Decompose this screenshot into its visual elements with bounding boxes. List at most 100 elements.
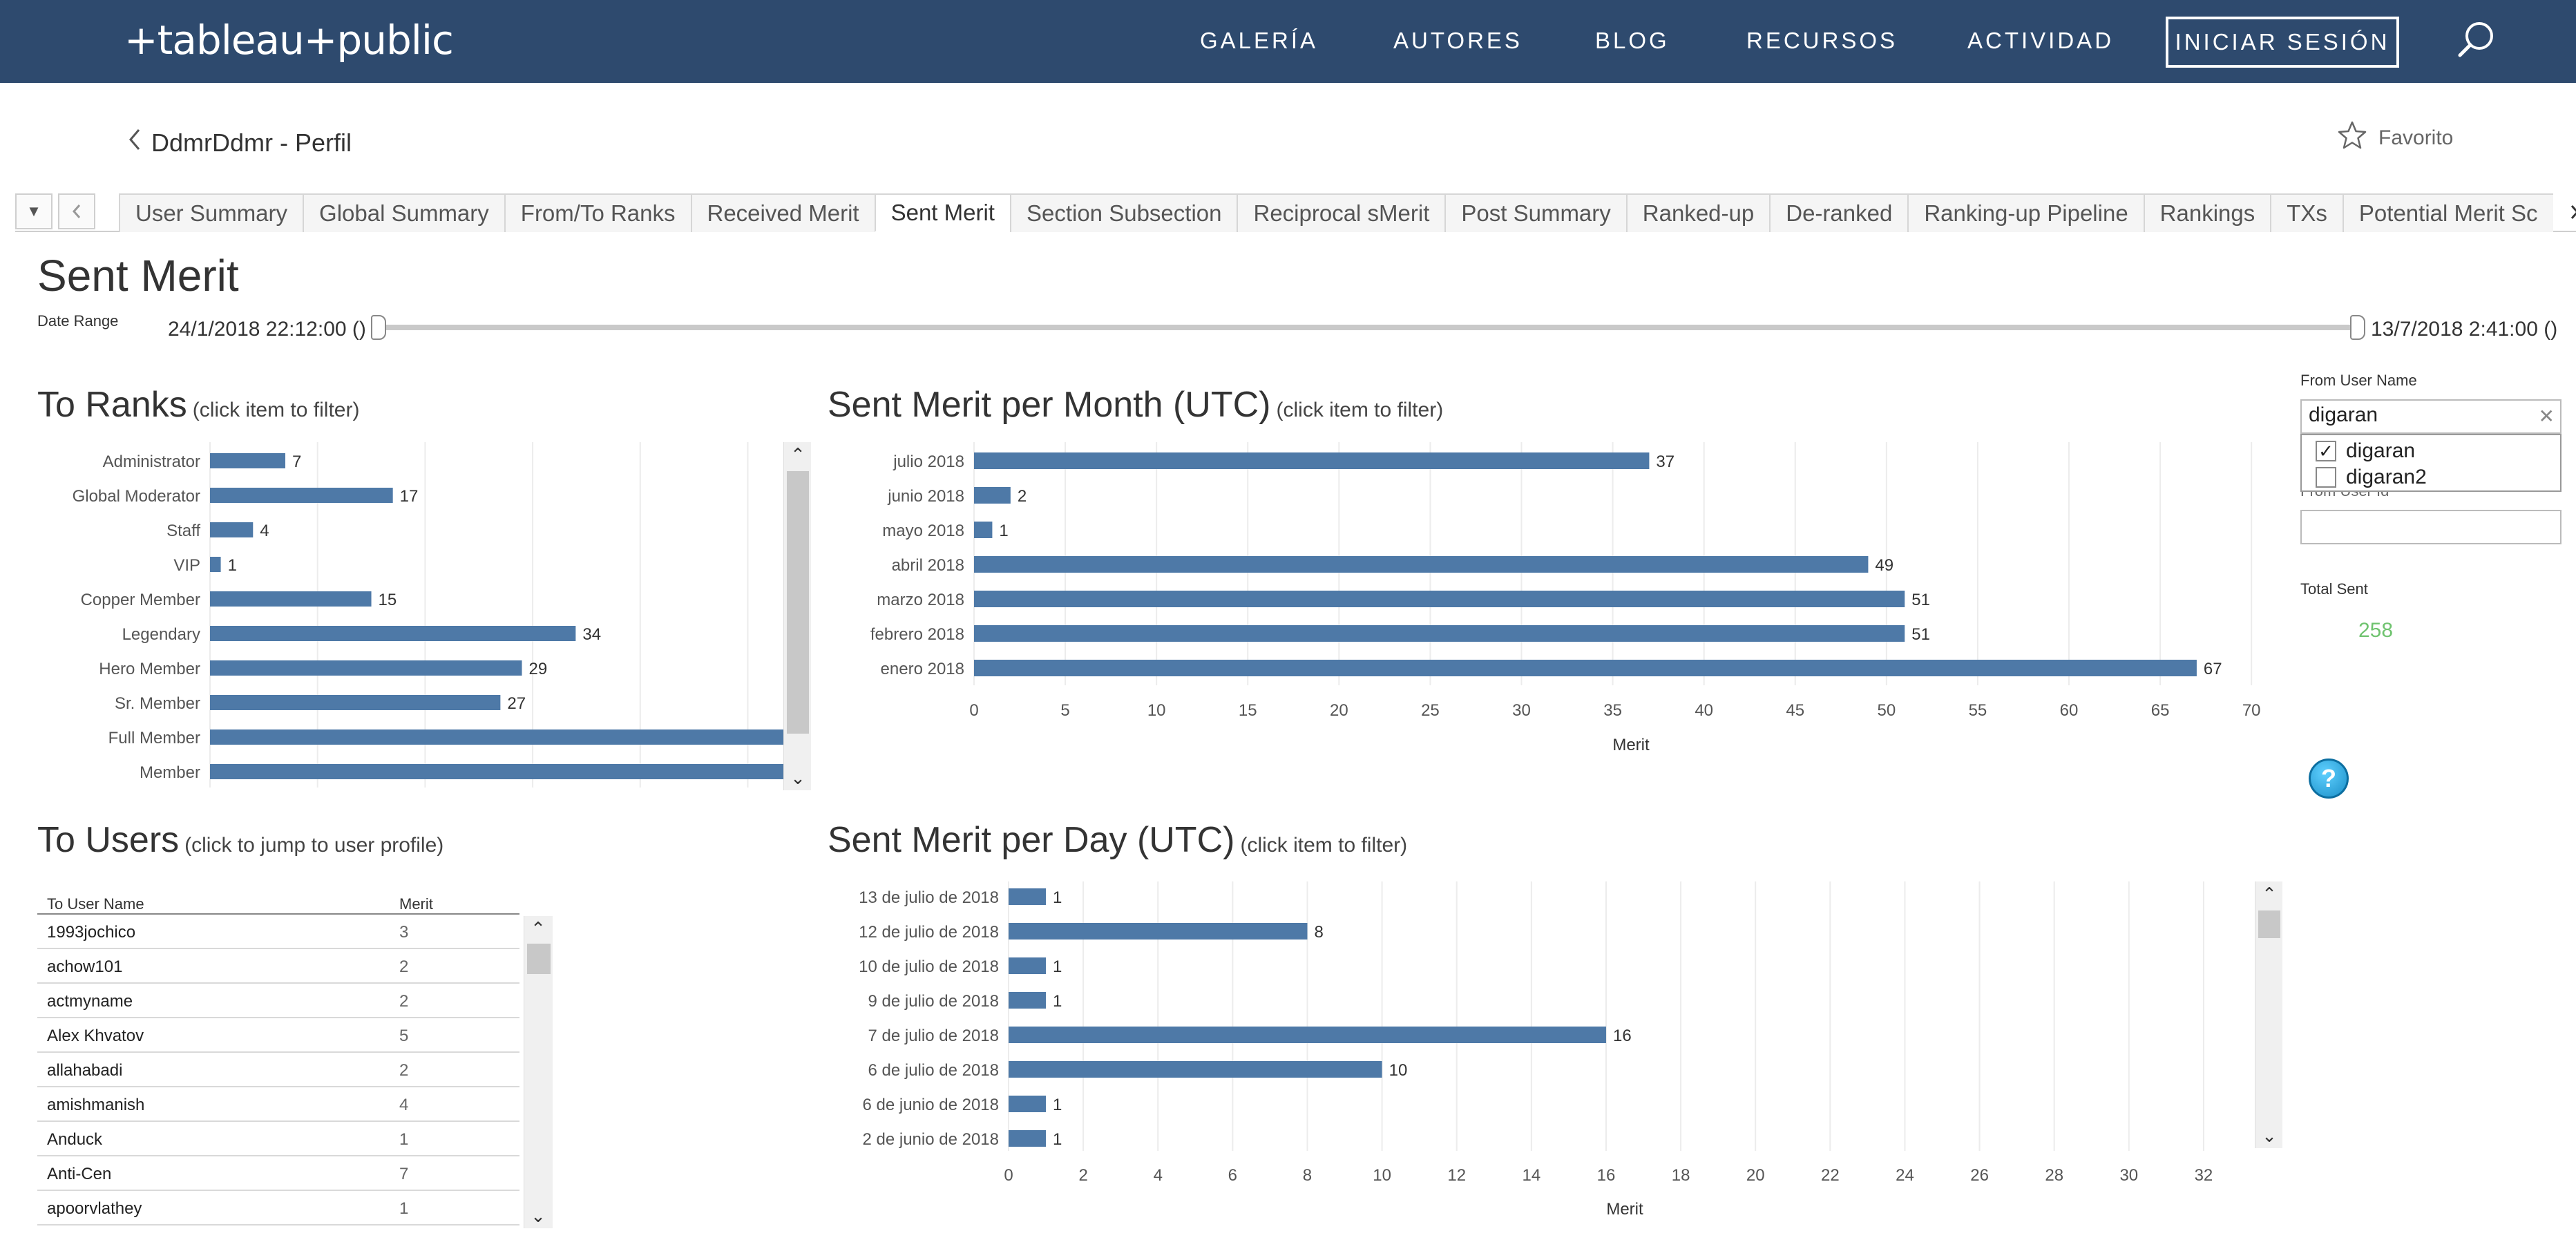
user-name-cell[interactable]: allahabadi bbox=[47, 1061, 123, 1080]
tab-scroll-left-button[interactable] bbox=[58, 193, 95, 229]
nav-link-recursos[interactable]: RECURSOS bbox=[1746, 28, 1898, 53]
scroll-down-icon[interactable]: ⌄ bbox=[531, 1205, 546, 1226]
users-col-header-merit[interactable]: Merit bbox=[399, 895, 433, 913]
scroll-down-icon[interactable]: ⌄ bbox=[790, 767, 805, 788]
tab-de-ranked[interactable]: De-ranked bbox=[1769, 193, 1908, 232]
favorite-button[interactable]: Favorito bbox=[2337, 120, 2453, 156]
bar[interactable] bbox=[210, 660, 522, 676]
signin-button[interactable]: INICIAR SESIÓN bbox=[2166, 17, 2399, 68]
tab-from-to-ranks[interactable]: From/To Ranks bbox=[504, 193, 691, 232]
user-name-cell[interactable]: amishmanish bbox=[47, 1096, 145, 1114]
tab-ranking-up-pipeline[interactable]: Ranking-up Pipeline bbox=[1907, 193, 2144, 232]
user-name-cell[interactable]: achow101 bbox=[47, 957, 123, 976]
table-row[interactable]: apoorvlathey 1 bbox=[37, 1191, 519, 1225]
bar[interactable] bbox=[974, 487, 1011, 504]
data-label: 10 bbox=[1389, 1061, 1408, 1080]
per-day-scroll-thumb[interactable] bbox=[2258, 910, 2280, 938]
user-name-cell[interactable]: Alex Khvatov bbox=[47, 1027, 144, 1045]
bar[interactable] bbox=[210, 729, 783, 745]
bar[interactable] bbox=[210, 557, 221, 572]
tab-reciprocal-smerit[interactable]: Reciprocal sMerit bbox=[1237, 193, 1445, 232]
tab-user-summary[interactable]: User Summary bbox=[119, 193, 303, 232]
bar[interactable] bbox=[1009, 1130, 1047, 1147]
table-row[interactable]: Anduck 1 bbox=[37, 1122, 519, 1156]
bar[interactable] bbox=[974, 591, 1905, 607]
nav-link-autores[interactable]: AUTORES bbox=[1393, 28, 1523, 53]
sent-merit-per-day-chart[interactable]: 13 de julio de 2018 1 12 de julio de 2018 8… bbox=[828, 881, 2278, 1227]
tab-rankings[interactable]: Rankings bbox=[2143, 193, 2271, 232]
tab-ranked-up[interactable]: Ranked-up bbox=[1625, 193, 1770, 232]
to-users-scrollbar[interactable]: ⌃ ⌄ bbox=[524, 916, 553, 1228]
bar[interactable] bbox=[1009, 957, 1047, 974]
bar[interactable] bbox=[1009, 1027, 1606, 1043]
per-day-scrollbar[interactable]: ⌃ ⌄ bbox=[2255, 881, 2282, 1148]
bar[interactable] bbox=[210, 453, 285, 468]
table-row[interactable]: achow101 2 bbox=[37, 949, 519, 984]
back-to-profile-link[interactable]: DdmrDdmr - Perfil bbox=[128, 127, 352, 158]
user-name-cell[interactable]: 1993jochico bbox=[47, 923, 136, 942]
to-ranks-chart[interactable]: Administrator 7 Global Moderator 17 Staff 4 VI… bbox=[37, 442, 783, 788]
bar[interactable] bbox=[210, 488, 393, 503]
date-range-end-handle[interactable] bbox=[2350, 315, 2365, 340]
to-ranks-scroll-thumb[interactable] bbox=[787, 471, 809, 734]
bar[interactable] bbox=[974, 625, 1905, 642]
table-row[interactable]: Alex Khvatov 5 bbox=[37, 1018, 519, 1053]
table-row[interactable]: actmyname 2 bbox=[37, 984, 519, 1018]
bar[interactable] bbox=[210, 764, 783, 779]
scroll-up-icon[interactable]: ⌃ bbox=[531, 917, 546, 939]
checkbox-unchecked-icon[interactable] bbox=[2316, 467, 2336, 488]
search-icon[interactable] bbox=[2456, 19, 2497, 61]
bar[interactable] bbox=[974, 452, 1650, 469]
table-row[interactable]: amishmanish 4 bbox=[37, 1087, 519, 1122]
scroll-up-icon[interactable]: ⌃ bbox=[2262, 883, 2277, 904]
tableau-public-logo[interactable]: +tableau+public bbox=[124, 17, 454, 64]
help-icon[interactable]: ? bbox=[2309, 759, 2349, 799]
scroll-down-icon[interactable]: ⌄ bbox=[2262, 1125, 2277, 1146]
user-name-cell[interactable]: Anduck bbox=[47, 1130, 103, 1149]
bar[interactable] bbox=[210, 522, 254, 537]
clear-icon[interactable]: ✕ bbox=[2538, 406, 2555, 427]
bar[interactable] bbox=[1009, 992, 1047, 1009]
table-row[interactable]: allahabadi 2 bbox=[37, 1053, 519, 1087]
bar[interactable] bbox=[974, 660, 2197, 676]
scroll-up-icon[interactable]: ⌃ bbox=[790, 443, 805, 465]
nav-link-actividad[interactable]: ACTIVIDAD bbox=[1967, 28, 2115, 53]
bar[interactable] bbox=[974, 522, 993, 538]
user-name-cell[interactable]: Anti-Cen bbox=[47, 1165, 112, 1183]
sent-merit-per-month-chart[interactable]: julio 2018 37 junio 2018 2 mayo 2018 1 abril 2… bbox=[828, 442, 2292, 760]
bar[interactable] bbox=[210, 626, 576, 641]
option-digaran2[interactable]: digaran2 bbox=[2316, 466, 2427, 489]
nav-link-blog[interactable]: BLOG bbox=[1595, 28, 1670, 53]
tab-post-summary[interactable]: Post Summary bbox=[1444, 193, 1626, 232]
date-range-start-handle[interactable] bbox=[371, 315, 386, 340]
tick-label: 15 bbox=[1239, 701, 1257, 720]
bar[interactable] bbox=[1009, 1096, 1047, 1112]
tab-scroll-right-button[interactable] bbox=[2559, 193, 2576, 231]
from-user-id-input[interactable] bbox=[2300, 510, 2561, 544]
tab-received-merit[interactable]: Received Merit bbox=[690, 193, 875, 232]
tab-txs[interactable]: TXs bbox=[2270, 193, 2343, 232]
user-name-cell[interactable]: apoorvlathey bbox=[47, 1199, 142, 1218]
users-col-header-name[interactable]: To User Name bbox=[47, 895, 144, 913]
bar[interactable] bbox=[1009, 888, 1047, 905]
nav-link-galeria[interactable]: GALERÍA bbox=[1200, 28, 1319, 53]
to-ranks-scrollbar[interactable]: ⌃ ⌄ bbox=[783, 442, 811, 790]
table-row[interactable]: Anti-Cen 7 bbox=[37, 1156, 519, 1191]
date-range-slider-track[interactable] bbox=[379, 325, 2358, 330]
to-users-scroll-thumb[interactable] bbox=[527, 944, 551, 974]
tab-global-summary[interactable]: Global Summary bbox=[303, 193, 504, 232]
tab-section-subsection[interactable]: Section Subsection bbox=[1009, 193, 1237, 232]
user-name-cell[interactable]: actmyname bbox=[47, 992, 133, 1011]
tab-menu-dropdown-button[interactable]: ▼ bbox=[15, 193, 53, 229]
tab-potential-merit-sc[interactable]: Potential Merit Sc bbox=[2342, 193, 2553, 232]
checkbox-checked-icon[interactable]: ✓ bbox=[2316, 441, 2336, 461]
tab-sent-merit[interactable]: Sent Merit bbox=[874, 193, 1010, 232]
bar[interactable] bbox=[210, 695, 501, 710]
from-user-name-input[interactable]: digaran ✕ bbox=[2300, 399, 2561, 434]
option-digaran[interactable]: ✓ digaran bbox=[2316, 439, 2415, 463]
bar[interactable] bbox=[974, 556, 1869, 573]
bar[interactable] bbox=[1009, 923, 1308, 939]
bar[interactable] bbox=[1009, 1061, 1382, 1078]
table-row[interactable]: 1993jochico 3 bbox=[37, 915, 519, 949]
bar[interactable] bbox=[210, 591, 372, 607]
